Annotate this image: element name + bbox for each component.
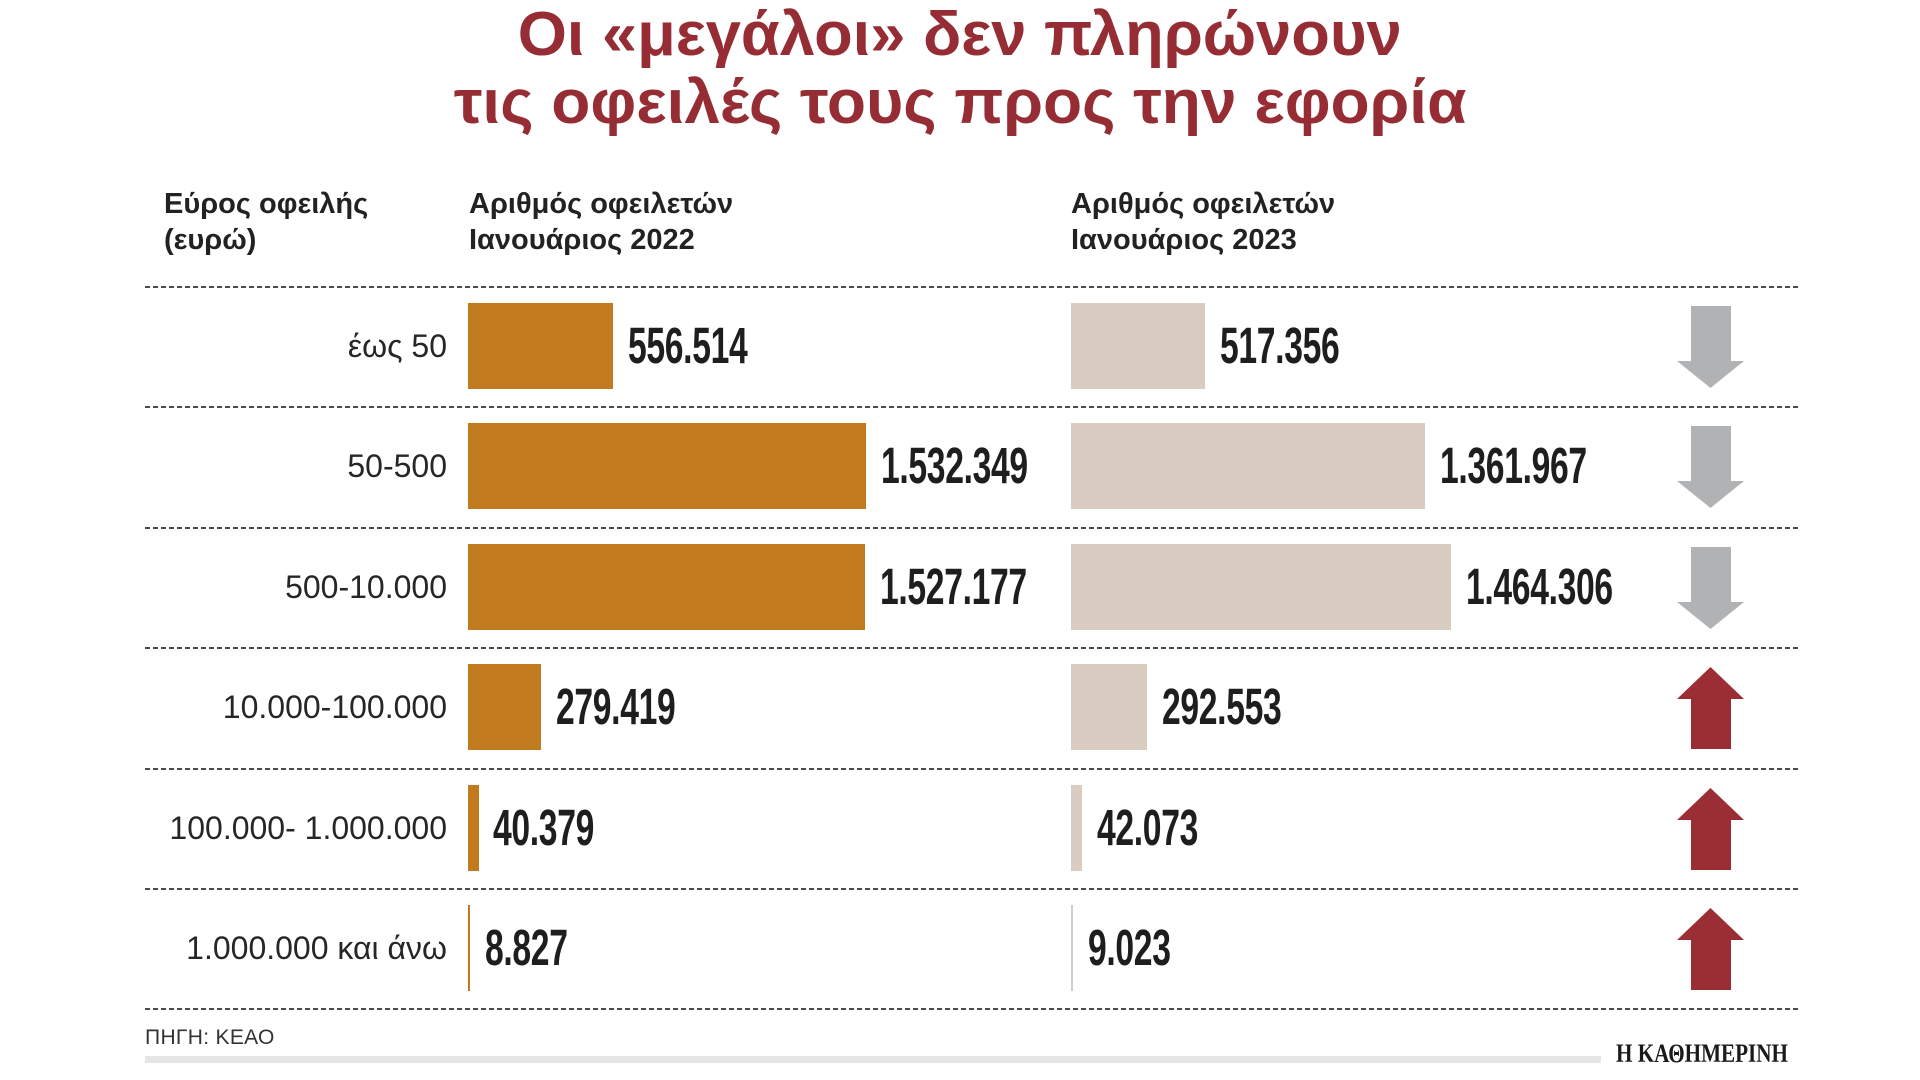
row-separator [145, 1008, 1798, 1010]
chart-title-line-2: τις οφειλές τους προς την εφορία [0, 72, 1920, 134]
bar-2023 [1071, 905, 1074, 991]
category-label: έως 50 [347, 328, 447, 364]
arrow-down-icon [1677, 426, 1744, 508]
bar-2022 [468, 785, 479, 871]
bar-2023 [1071, 544, 1452, 630]
category-label: 500-10.000 [285, 569, 447, 605]
arrow-down-icon [1677, 547, 1744, 629]
bar-2022 [468, 905, 471, 991]
chart-title-text-1: Οι «μεγάλοι» δεν πληρώνουν [517, 0, 1403, 69]
bar-2022 [468, 303, 613, 389]
value-label-2022: 1.532.349 [881, 437, 1028, 494]
column-header-2022-line-2: Ιανουάριος 2022 [469, 224, 695, 256]
arrow-down-shape [1677, 547, 1744, 629]
row-separator [145, 647, 1798, 649]
category-label: 10.000-100.000 [222, 689, 447, 725]
column-header-2023-line-2: Ιανουάριος 2023 [1071, 224, 1297, 256]
arrow-down-shape [1677, 306, 1744, 388]
bar-2022 [468, 423, 866, 509]
column-header-2023-line-1: Αριθμός οφειλετών [1071, 188, 1336, 220]
value-label-2023: 9.023 [1088, 919, 1171, 976]
bar-2023 [1071, 785, 1082, 871]
value-label-2022: 279.419 [556, 678, 676, 735]
bar-2023 [1071, 423, 1425, 509]
column-header-2022-line-1: Αριθμός οφειλετών [469, 188, 734, 220]
row-separator [145, 888, 1798, 890]
value-label-2022: 556.514 [628, 317, 748, 374]
value-label-2022: 40.379 [493, 799, 594, 856]
arrow-up-icon [1677, 908, 1744, 990]
footer-divider [145, 1056, 1601, 1063]
row-separator [145, 286, 1798, 288]
column-header-2022: Αριθμός οφειλετών Ιανουάριος 2022 [469, 186, 733, 258]
bar-2023 [1071, 303, 1206, 389]
bar-2022 [468, 544, 865, 630]
source-note: ΠΗΓΗ: ΚΕΑΟ [145, 1026, 275, 1049]
column-header-range: Εύρος οφειλής (ευρώ) [164, 186, 368, 258]
column-header-range-line-2: (ευρώ) [164, 224, 257, 256]
value-label-2023: 292.553 [1162, 678, 1282, 735]
row-separator [145, 406, 1798, 408]
arrow-up-shape [1677, 667, 1744, 749]
category-label: 1.000.000 και άνω [186, 930, 447, 966]
value-label-2023: 1.361.967 [1440, 437, 1587, 494]
bar-2023 [1071, 664, 1147, 750]
row-separator [145, 768, 1798, 770]
category-label: 100.000- 1.000.000 [169, 810, 447, 846]
arrow-down-icon [1677, 306, 1744, 388]
column-header-range-line-1: Εύρος οφειλής [164, 188, 369, 220]
chart-title-text-2: τις οφειλές τους προς την εφορία [453, 68, 1467, 137]
publisher-logo: Η ΚΑΘΗΜΕΡΙΝΗ [1616, 1039, 1788, 1068]
value-label-2022: 1.527.177 [880, 558, 1027, 615]
arrow-up-shape [1677, 788, 1744, 870]
value-label-2023: 42.073 [1097, 799, 1198, 856]
arrow-up-icon [1677, 667, 1744, 749]
value-label-2023: 517.356 [1220, 317, 1340, 374]
row-separator [145, 527, 1798, 529]
bar-2022 [468, 664, 541, 750]
value-label-2023: 1.464.306 [1466, 558, 1613, 615]
arrow-up-shape [1677, 908, 1744, 990]
arrow-up-icon [1677, 788, 1744, 870]
category-label: 50-500 [347, 448, 447, 484]
column-header-2023: Αριθμός οφειλετών Ιανουάριος 2023 [1071, 186, 1335, 258]
chart-title-line-1: Οι «μεγάλοι» δεν πληρώνουν [0, 4, 1920, 66]
arrow-down-shape [1677, 426, 1744, 508]
value-label-2022: 8.827 [485, 919, 568, 976]
